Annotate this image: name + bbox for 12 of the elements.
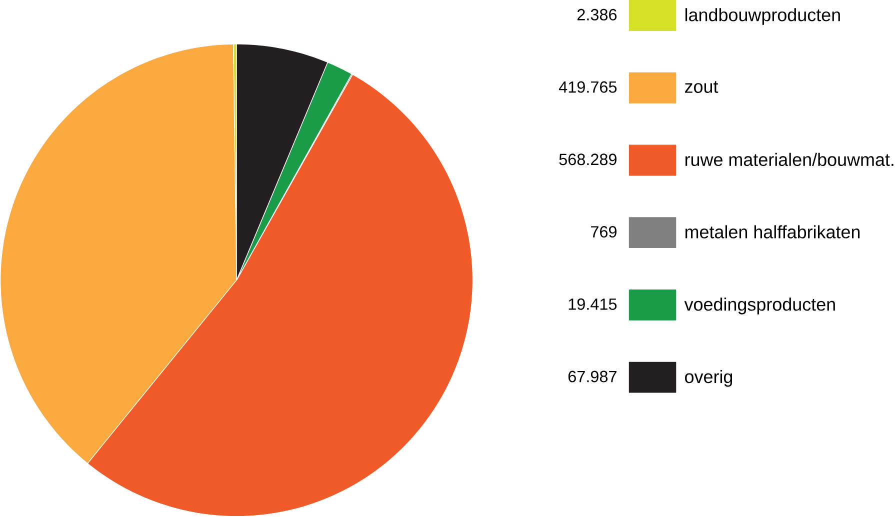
legend-label: ruwe materialen/bouwmat.	[685, 152, 894, 166]
legend-label: overig	[685, 370, 732, 387]
data-label: 419.765	[558, 81, 617, 93]
data-label: 67.987	[568, 370, 616, 382]
data-label: 568.289	[559, 154, 616, 166]
legend-label: voedingsproducten	[684, 298, 835, 314]
data-label: 2.386	[577, 9, 617, 21]
data-label: 19.415	[568, 298, 617, 310]
legend-label: landbouwproducten	[686, 8, 840, 25]
data-label: 769	[591, 226, 616, 238]
legend-label: metalen halffabrikaten	[685, 225, 860, 239]
legend-label: zout	[685, 81, 718, 94]
